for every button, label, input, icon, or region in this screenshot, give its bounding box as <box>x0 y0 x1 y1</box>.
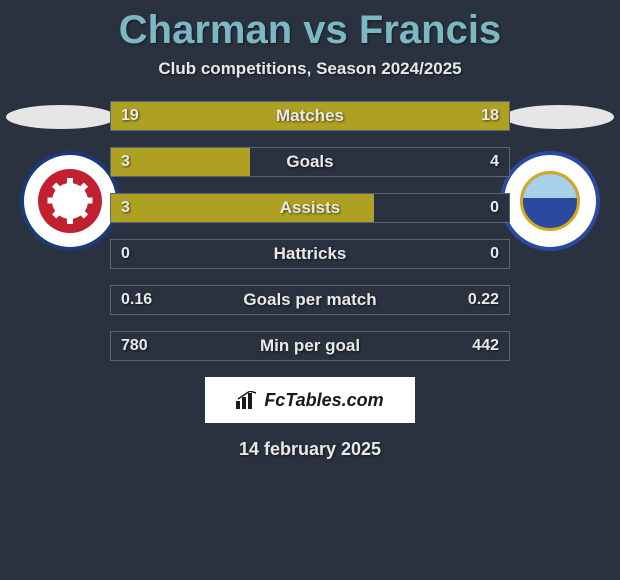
stat-row: 3 Goals 4 <box>110 147 510 177</box>
badge-right-ring-icon <box>500 151 600 251</box>
stat-row: 0 Hattricks 0 <box>110 239 510 269</box>
team-badge-right <box>500 151 600 251</box>
stat-label: Matches <box>111 106 509 126</box>
stat-label: Min per goal <box>111 336 509 356</box>
badge-left-ring-icon <box>20 151 120 251</box>
stat-row: 780 Min per goal 442 <box>110 331 510 361</box>
stat-row: 3 Assists 0 <box>110 193 510 223</box>
shadow-right <box>504 105 614 129</box>
stat-label: Hattricks <box>111 244 509 264</box>
badge-right-scene-icon <box>520 171 580 231</box>
footer-brand: FcTables.com <box>205 377 415 423</box>
date-label: 14 february 2025 <box>0 439 620 460</box>
stat-value-right: 0.22 <box>468 291 499 309</box>
stat-value-right: 0 <box>490 245 499 263</box>
stat-label: Goals per match <box>111 290 509 310</box>
page-title: Charman vs Francis <box>0 0 620 53</box>
stat-value-right: 4 <box>490 153 499 171</box>
comparison-area: 19 Matches 18 3 Goals 4 3 Assists 0 0 Ha… <box>0 101 620 460</box>
subtitle: Club competitions, Season 2024/2025 <box>0 59 620 79</box>
stat-label: Assists <box>111 198 509 218</box>
stat-value-right: 442 <box>472 337 499 355</box>
stat-row: 19 Matches 18 <box>110 101 510 131</box>
stat-bars: 19 Matches 18 3 Goals 4 3 Assists 0 0 Ha… <box>110 101 510 361</box>
shadow-left <box>6 105 116 129</box>
stat-row: 0.16 Goals per match 0.22 <box>110 285 510 315</box>
stat-label: Goals <box>111 152 509 172</box>
chart-icon <box>236 391 258 409</box>
stat-value-right: 18 <box>481 107 499 125</box>
badge-left-wheel-icon <box>38 169 102 233</box>
team-badge-left <box>20 151 120 251</box>
stat-value-right: 0 <box>490 199 499 217</box>
footer-brand-text: FcTables.com <box>264 390 383 411</box>
